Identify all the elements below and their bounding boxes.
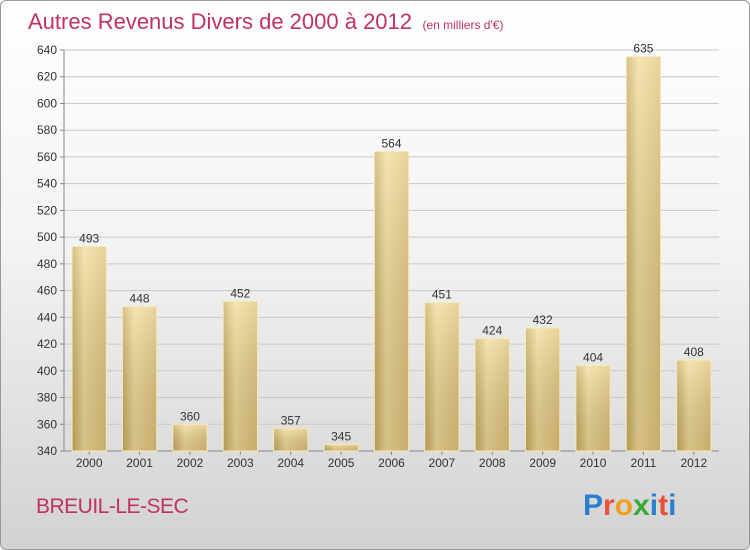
data-label-2001: 448 <box>130 292 150 306</box>
bar-shade-2008 <box>474 338 510 452</box>
bar-shade-2009 <box>525 327 561 452</box>
chart-title: Autres Revenus Divers de 2000 à 2012 <box>28 9 413 34</box>
y-tick-label: 440 <box>37 310 57 324</box>
x-tick-label-2011: 2011 <box>631 456 657 470</box>
y-tick-label: 640 <box>37 43 57 57</box>
data-label-2003: 452 <box>230 286 250 300</box>
y-tick-label: 580 <box>37 123 57 137</box>
x-tick-label-2002: 2002 <box>177 456 204 470</box>
logo-letter: o <box>614 489 634 522</box>
bar-shade-2011 <box>625 56 662 452</box>
x-tick-label-2000: 2000 <box>76 456 103 470</box>
bar-shade-2000 <box>71 245 107 452</box>
data-label-2011: 635 <box>633 42 653 56</box>
bar-shade-2003 <box>222 300 258 452</box>
data-label-2010: 404 <box>583 350 603 364</box>
x-tick-label-2004: 2004 <box>277 456 304 470</box>
x-tick-label-2006: 2006 <box>378 456 405 470</box>
data-label-2005: 345 <box>331 429 351 443</box>
data-label-2002: 360 <box>180 409 200 423</box>
y-tick-label: 620 <box>37 70 57 84</box>
y-tick-label: 460 <box>37 284 57 298</box>
y-tick-label: 540 <box>37 177 57 191</box>
proxiti-logo: Proxiti <box>583 489 676 523</box>
x-tick-label-2003: 2003 <box>227 456 254 470</box>
y-tick-label: 600 <box>37 96 57 110</box>
y-tick-label: 520 <box>37 203 57 217</box>
chart-title-block: Autres Revenus Divers de 2000 à 2012 (en… <box>28 9 503 35</box>
y-tick-label: 400 <box>37 364 57 378</box>
y-tick-label: 480 <box>37 257 57 271</box>
x-tick-label-2007: 2007 <box>429 456 456 470</box>
logo-letter: P <box>583 489 604 522</box>
y-tick-label: 560 <box>37 150 57 164</box>
data-label-2012: 408 <box>684 345 704 359</box>
bar-shade-2010 <box>575 364 611 452</box>
x-tick-label-2010: 2010 <box>580 456 607 470</box>
x-tick-label-2005: 2005 <box>328 456 355 470</box>
bar-shade-2005 <box>323 443 359 452</box>
bar-shade-2001 <box>121 306 158 452</box>
logo-letter: i <box>668 489 677 522</box>
logo-letter: i <box>649 489 659 522</box>
chart-unit-label: (en milliers d'€) <box>422 18 504 32</box>
y-tick-label: 360 <box>37 417 57 431</box>
logo-letter: t <box>658 489 669 522</box>
data-label-2006: 564 <box>381 137 401 151</box>
bar-shade-2004 <box>273 427 309 452</box>
y-tick-label: 340 <box>37 444 57 458</box>
y-tick-label: 420 <box>37 337 57 351</box>
y-tick-label: 500 <box>37 230 57 244</box>
x-tick-label-2009: 2009 <box>529 456 556 470</box>
x-tick-label-2012: 2012 <box>680 456 707 470</box>
bar-shade-2006 <box>373 151 410 452</box>
bars <box>71 56 712 452</box>
x-tick-label-2008: 2008 <box>479 456 506 470</box>
data-label-2000: 493 <box>79 231 99 245</box>
logo-letter: x <box>633 489 650 522</box>
data-label-2009: 432 <box>533 313 553 327</box>
bar-shade-2002 <box>172 423 208 452</box>
axes: 340 360 380 400 420 440 460 480 500 520 540 560 580 6… <box>37 43 719 470</box>
x-tick-label-2001: 2001 <box>126 456 153 470</box>
data-labels: 493 448 360 452 357 345 564 451 424 432 404 635 408 <box>79 42 704 444</box>
logo-letter: r <box>603 489 615 522</box>
data-label-2007: 451 <box>432 288 452 302</box>
data-label-2004: 357 <box>281 413 301 427</box>
y-tick-label: 380 <box>37 391 57 405</box>
data-label-2008: 424 <box>482 324 502 338</box>
commune-name: BREUIL-LE-SEC <box>36 495 189 518</box>
bar-shade-2007 <box>424 302 460 452</box>
bar-shade-2012 <box>676 359 712 452</box>
